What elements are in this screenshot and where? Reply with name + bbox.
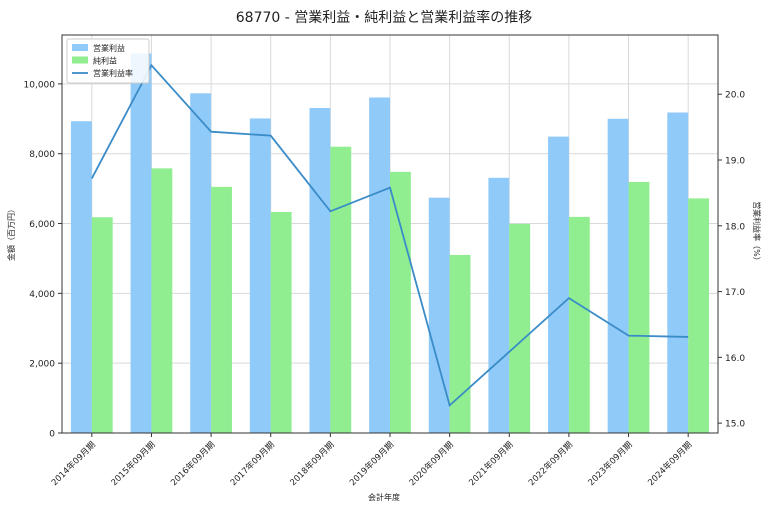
y2-tick-label: 18.0 [725,222,745,232]
y-axis-label: 金額（百万円） [6,205,16,261]
x-tick-label: 2020年09月期 [407,439,456,488]
legend-swatch [72,44,88,51]
x-tick-label: 2016年09月期 [168,439,217,488]
bar-net-profit [568,216,590,433]
y-tick-label: 0 [49,430,55,440]
x-tick-label: 2017年09月期 [228,439,277,488]
x-tick-label: 2018年09月期 [288,439,337,488]
bar-operating-profit [249,118,271,433]
legend-label: 営業利益 [93,43,125,53]
bar-net-profit [509,223,531,433]
x-tick-label: 2014年09月期 [49,439,98,488]
legend-swatch [72,56,88,64]
y-tick-label: 10,000 [24,80,56,90]
y-tick-label: 6,000 [29,220,55,230]
bar-operating-profit [369,97,390,433]
x-tick-label: 2022年09月期 [526,439,575,488]
y-tick-label: 8,000 [29,150,55,160]
x-axis-label: 会計年度 [368,492,400,502]
bar-net-profit [628,181,650,433]
legend-label: 純利益 [93,56,117,66]
bar-operating-profit [428,197,450,433]
margin-line [91,63,689,408]
legend-label: 営業利益率 [93,68,133,78]
x-tick-label: 2024年09月期 [646,439,695,488]
bar-operating-profit [607,118,629,433]
bar-net-profit [270,212,292,433]
y2-tick-label: 15.0 [725,420,745,430]
y2-tick-label: 17.0 [725,288,745,298]
y2-tick-label: 19.0 [725,156,745,166]
bar-net-profit [211,186,232,433]
y2-axis-label: 営業利益率（%） [752,201,762,265]
x-tick-label: 2015年09月期 [109,439,158,488]
bar-net-profit [151,168,173,433]
bar-net-profit [449,254,471,433]
bar-net-profit [390,171,411,433]
bars [70,53,710,434]
bar-net-profit [91,217,113,433]
bar-operating-profit [70,121,92,433]
chart-title: 68770 - 営業利益・純利益と営業利益率の推移 [236,9,533,26]
bar-operating-profit [130,53,152,433]
y-tick-label: 2,000 [29,360,55,370]
x-tick-label: 2019年09月期 [347,439,396,488]
bar-operating-profit [190,93,212,434]
y-tick-label: 4,000 [29,290,55,300]
bar-operating-profit [309,107,331,433]
x-tick-label: 2021年09月期 [467,439,516,488]
x-tick-label: 2023年09月期 [586,439,635,488]
bar-operating-profit [548,136,569,434]
bar-operating-profit [667,112,689,434]
line-operating-margin [91,63,689,408]
y2-tick-label: 16.0 [725,354,745,364]
y2-tick-label: 20.0 [725,91,745,101]
bar-net-profit [688,198,710,433]
bar-net-profit [330,146,352,433]
bar-operating-profit [488,177,510,433]
